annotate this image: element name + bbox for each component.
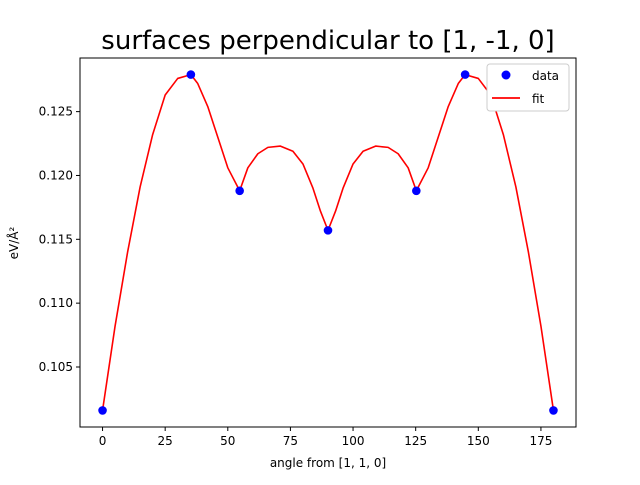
data-point bbox=[98, 406, 107, 415]
x-axis: 0 25 50 75 100 125 150 175 bbox=[99, 427, 552, 448]
chart-title: surfaces perpendicular to [1, -1, 0] bbox=[101, 26, 554, 56]
data-point bbox=[412, 186, 421, 196]
legend-data-label: data bbox=[532, 69, 559, 83]
x-tick-label: 175 bbox=[529, 434, 552, 448]
x-tick-label: 25 bbox=[158, 434, 173, 448]
x-tick-label: 50 bbox=[220, 434, 235, 448]
x-tick-label: 0 bbox=[99, 434, 107, 448]
data-point bbox=[186, 70, 196, 79]
y-tick-label: 0.105 bbox=[39, 360, 73, 374]
y-tick-label: 0.115 bbox=[39, 232, 73, 246]
legend: data fit bbox=[486, 63, 570, 112]
legend-data-marker bbox=[501, 70, 511, 80]
series-layer bbox=[98, 70, 558, 415]
data-point bbox=[549, 406, 558, 415]
legend-fit-label: fit bbox=[532, 92, 545, 106]
x-axis-label: angle from [1, 1, 0] bbox=[270, 456, 386, 470]
y-axis-label: eV/Å² bbox=[6, 226, 21, 259]
x-tick-label: 100 bbox=[342, 434, 365, 448]
x-tick-label: 150 bbox=[467, 434, 490, 448]
y-tick-label: 0.110 bbox=[39, 296, 73, 310]
data-point bbox=[323, 226, 333, 235]
data-point bbox=[235, 186, 244, 196]
y-axis: 0.105 0.110 0.115 0.120 0.125 bbox=[39, 105, 80, 374]
axes-frame bbox=[79, 57, 577, 428]
y-tick-label: 0.125 bbox=[39, 105, 73, 119]
data-point bbox=[460, 70, 470, 79]
x-tick-label: 125 bbox=[404, 434, 427, 448]
x-tick-label: 75 bbox=[283, 434, 298, 448]
y-tick-label: 0.120 bbox=[39, 168, 73, 182]
